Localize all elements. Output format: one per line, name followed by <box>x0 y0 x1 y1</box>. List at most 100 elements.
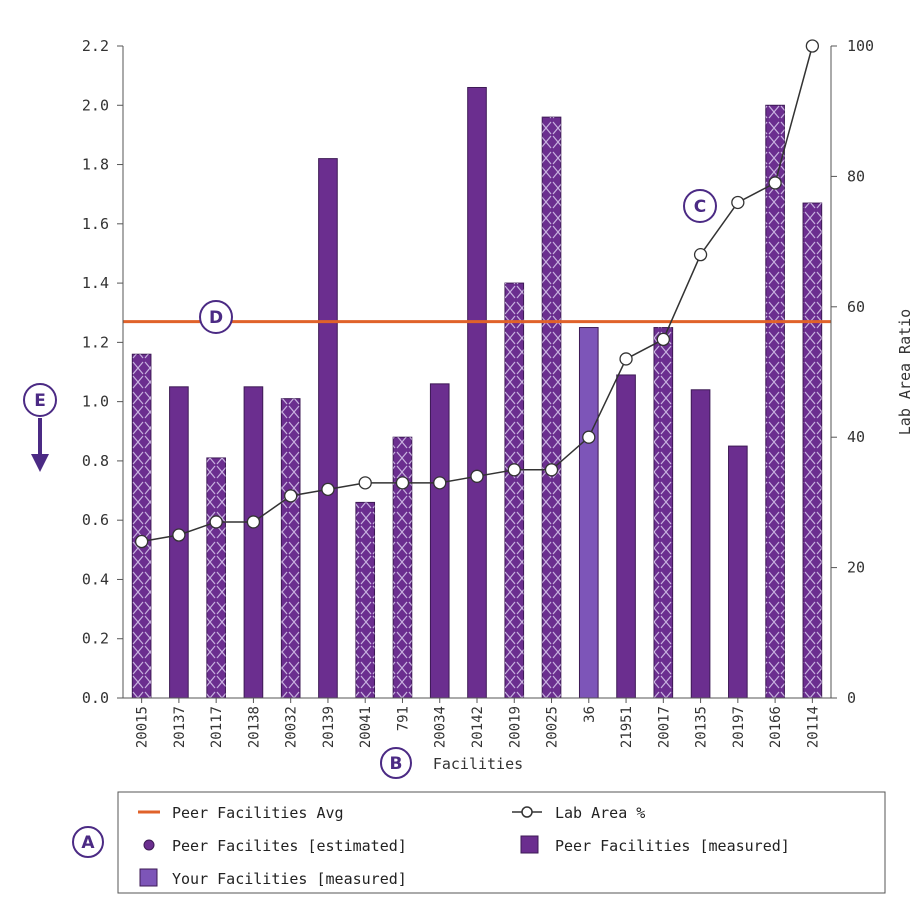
x-tick-label: 20139 <box>321 706 337 748</box>
x-tick-label: 20137 <box>172 706 188 748</box>
bar-20138 <box>243 386 264 699</box>
y-tick-label: 2.0 <box>82 96 109 114</box>
y-tick-label: 2.2 <box>82 37 109 55</box>
x-tick-label: 791 <box>395 706 411 731</box>
lab-area-point-20041 <box>358 476 372 490</box>
y-tick-label: 1.4 <box>82 274 109 292</box>
bar-hatch-20041 <box>355 502 375 698</box>
callout-e-arrow-head <box>31 454 49 472</box>
lab-area-point-20142 <box>470 469 484 483</box>
bar-hatch-20017 <box>654 327 673 698</box>
x-tick-label: 20117 <box>209 706 225 748</box>
bar-20142 <box>467 86 487 699</box>
callout-c: C <box>683 189 717 223</box>
legend-estimated-swatch <box>143 839 155 851</box>
y2-tick-label: 60 <box>847 298 865 316</box>
callout-e: E <box>23 383 57 472</box>
x-tick-label: 20142 <box>470 706 486 748</box>
lab-area-point-20032 <box>284 489 298 503</box>
lab-area-point-20138 <box>246 515 261 529</box>
legend-measured-label: Peer Facilities [measured] <box>555 837 790 855</box>
y-tick-label: 1.0 <box>82 393 109 411</box>
y-tick-label: 0.2 <box>82 630 109 648</box>
y2-tick-label: 40 <box>847 428 865 446</box>
bar-hatch-20114 <box>803 203 822 698</box>
legend-measured-swatch <box>520 835 539 854</box>
x-tick-label: 20041 <box>358 706 374 748</box>
callout-a: A <box>72 826 104 858</box>
x-tick-label: 20197 <box>731 706 747 748</box>
legend-lab-label: Lab Area % <box>555 804 645 822</box>
bar-20197 <box>728 445 748 699</box>
x-tick-label: 20135 <box>694 706 710 748</box>
x-tick-label: 20034 <box>433 706 449 748</box>
callout-c-label: C <box>694 197 706 217</box>
y2-tick-label: 80 <box>847 167 865 185</box>
x-tick-label: 20138 <box>246 706 262 748</box>
x-tick-label: 21951 <box>619 706 635 748</box>
x-tick-label: 20019 <box>507 706 523 748</box>
y2-tick-label: 20 <box>847 559 865 577</box>
legend-your-swatch <box>139 868 158 887</box>
callout-e-label: E <box>34 391 46 411</box>
y-tick-label: 0.0 <box>82 689 109 707</box>
right-ticks: 0 20 40 60 80 100 <box>831 37 874 707</box>
y2-tick-label: 100 <box>847 37 874 55</box>
bar-21951 <box>616 374 636 699</box>
bar-hatch-791 <box>393 437 412 698</box>
callout-b: B <box>380 747 412 779</box>
x-tick-label: 20114 <box>805 706 821 748</box>
category-ticks: 20015 20137 20117 20138 20032 20139 20041 791 20… <box>135 698 821 748</box>
y-tick-label: 1.8 <box>82 156 109 174</box>
lab-area-point-20114 <box>805 39 820 53</box>
bar-hatch-20032 <box>281 398 300 698</box>
lab-area-point-20117 <box>209 515 223 529</box>
legend-lab-marker <box>521 806 533 818</box>
y-tick-label: 1.6 <box>82 215 109 233</box>
x-tick-label: 20017 <box>656 706 672 748</box>
bar-hatch-20015 <box>132 354 151 698</box>
bar-20139 <box>318 158 338 699</box>
lab-area-point-791 <box>395 476 410 490</box>
x-tick-label: 20025 <box>545 706 561 748</box>
bar-36 <box>578 327 599 699</box>
y-tick-label: 0.4 <box>82 570 109 588</box>
legend-box <box>117 791 886 894</box>
bar-hatch-20019 <box>504 283 524 698</box>
x-tick-label: 20015 <box>135 706 151 748</box>
legend: Peer Facilities Avg Lab Area % Peer Faci… <box>117 791 886 894</box>
x-tick-label: 20166 <box>768 706 784 748</box>
callout-d: D <box>199 300 233 334</box>
lab-area-point-20197 <box>731 195 745 210</box>
lab-area-point-21951 <box>619 352 633 366</box>
y2-axis-label: Lab Area Ratio <box>896 309 914 435</box>
callout-e-circle <box>23 383 57 417</box>
lab-area-point-36 <box>582 430 596 444</box>
callout-d-label: D <box>209 308 223 328</box>
lab-area-line-layer <box>134 39 820 549</box>
bar-hatch-20166 <box>765 105 785 699</box>
x-tick-label: 36 <box>582 706 598 723</box>
legend-estimated-label: Peer Facilites [estimated] <box>172 837 407 855</box>
bar-hatch-20025 <box>542 117 561 699</box>
callout-d-circle <box>199 300 233 334</box>
legend-avg-label: Peer Facilities Avg <box>172 804 344 822</box>
left-ticks: 0.0 0.2 0.4 0.6 0.8 1.0 1.2 1.4 1.6 1.8 2.0 2.2 <box>82 37 123 707</box>
lab-area-point-20019 <box>507 463 521 477</box>
lab-area-point-20017 <box>656 332 670 347</box>
bar-20034 <box>429 383 450 699</box>
callout-b-label: B <box>390 754 403 774</box>
callout-c-circle <box>683 189 717 223</box>
legend-your-label: Your Facilities [measured] <box>172 870 407 888</box>
y-tick-label: 0.6 <box>82 511 109 529</box>
lab-area-point-20166 <box>768 176 782 190</box>
y-tick-label: 0.8 <box>82 452 109 470</box>
x-tick-label: 20032 <box>284 706 300 748</box>
bar-20137 <box>169 386 189 699</box>
lab-area-point-20135 <box>693 247 708 262</box>
lab-area-point-20139 <box>321 482 335 497</box>
y2-tick-label: 0 <box>847 689 856 707</box>
lab-area-point-20034 <box>433 476 447 490</box>
